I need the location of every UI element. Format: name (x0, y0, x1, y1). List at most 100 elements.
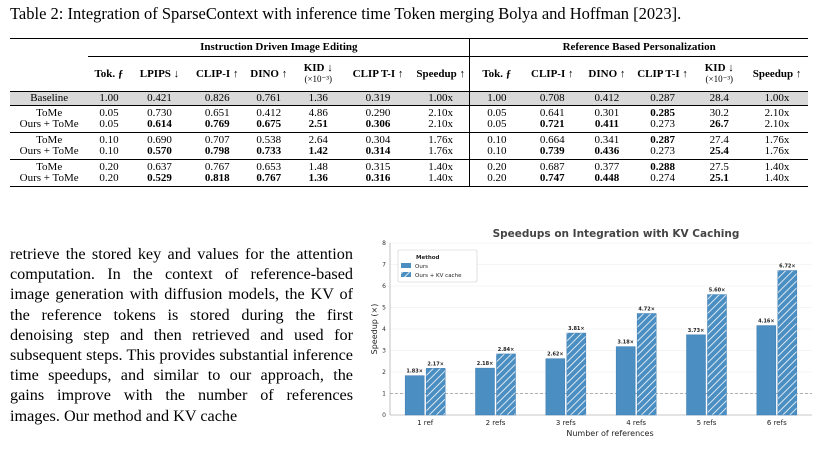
table-cell: 1.76x (428, 133, 454, 146)
results-table: Instruction Driven Image Editing Referen… (10, 38, 808, 187)
table-cell: 0.306 (365, 118, 391, 131)
table-cell: 0.826 (189, 91, 246, 106)
speedup-bar-chart: Speedups on Integration with KV Caching … (370, 228, 812, 438)
table-cell: 27.4 (709, 133, 729, 146)
bar-ours (545, 358, 566, 416)
table-cell: 0.273 (650, 118, 675, 131)
table-cell: 26.7 (709, 118, 729, 131)
table-cell: 1.40x (764, 172, 790, 185)
table-cell: 1.00 (469, 91, 524, 106)
table-cell: 0.315 (365, 160, 391, 173)
table-cell: 1.76x (764, 145, 790, 158)
legend-swatch-kv (401, 272, 411, 277)
table-cell: 0.10 (469, 146, 524, 160)
table-cell: 0.314 (365, 145, 391, 158)
table-cell: 0.761 (245, 91, 293, 106)
x-tick-label: 6 refs (767, 419, 787, 427)
table-cell: 2.10x (428, 118, 454, 131)
row-label: ToMe (36, 133, 63, 146)
bar-ours-kv-cache (777, 270, 798, 416)
col-header: CLIP-I ↑ (531, 67, 574, 80)
table-cell: 0.05 (469, 119, 524, 133)
x-tick-label: 3 refs (556, 419, 576, 427)
table-cell: 1.76x (764, 133, 790, 146)
table-cell: 1.00x (412, 91, 470, 106)
table-cell: 1.40x (428, 172, 454, 185)
col-header: LPIPS ↓ (139, 67, 180, 80)
table-cell: 0.767 (204, 160, 230, 173)
y-tick-label: 0 (382, 412, 386, 419)
x-tick-label: 1 ref (417, 419, 434, 427)
table-cell: 0.767 (256, 172, 282, 185)
bar-value-label: 5.60× (709, 288, 726, 294)
table-cell: 1.42 (308, 145, 328, 158)
row-label: Baseline (10, 91, 89, 106)
table-cell: 0.285 (650, 106, 675, 119)
table-cell: 25.4 (709, 145, 729, 158)
col-header: Tok. ƒ (94, 67, 124, 80)
bar-value-label: 2.84× (498, 347, 515, 353)
table-cell: 1.00x (746, 91, 808, 106)
body-paragraph-text: retrieve the stored key and values for t… (10, 245, 353, 425)
body-paragraph: retrieve the stored key and values for t… (10, 244, 353, 426)
table-cell: 0.733 (256, 145, 282, 158)
table-cell: 0.614 (147, 118, 172, 131)
col-header: DINO ↑ (588, 67, 626, 80)
table-row: Ours + ToMe 0.10 0.570 0.798 0.733 1.42 0.314 1… (10, 146, 808, 160)
table-cell: 2.10x (764, 106, 790, 119)
row-label: ToMe (36, 106, 63, 119)
table-cell: 0.436 (594, 145, 620, 158)
bar-ours-kv-cache (425, 368, 446, 416)
row-label: ToMe (36, 160, 63, 173)
col-header: CLIP T-I ↑ (352, 67, 404, 80)
bar-ours (686, 334, 706, 416)
bar-value-label: 2.17× (427, 361, 444, 367)
bar-ours-kv-cache (636, 313, 657, 416)
col-header: Speedup ↑ (416, 67, 465, 80)
table-cell: 1.40x (428, 160, 454, 173)
table-cell: 2.10x (428, 106, 454, 119)
kid-label: KID ↓ (704, 62, 734, 74)
table-cell: 0.10 (99, 145, 119, 158)
table-cell: 2.10x (764, 118, 790, 131)
header-row: Tok. ƒ LPIPS ↓ CLIP-I ↑ DINO ↑ KID ↓ (×10… (10, 56, 808, 92)
x-tick-label: 4 refs (626, 419, 646, 427)
x-tick-label: 2 refs (486, 419, 506, 427)
bar-ours (475, 367, 495, 416)
table-cell: 0.747 (539, 172, 565, 185)
col-header: CLIP-I ↑ (195, 67, 239, 80)
bar-value-label: 6.72× (779, 264, 796, 270)
row-label: Ours + ToMe (19, 172, 79, 185)
table-cell: 0.287 (650, 133, 675, 146)
table-cell: 30.2 (709, 106, 729, 119)
bar-ours-kv-cache (496, 353, 516, 416)
table-row: ToMe 0.05 0.730 0.651 0.412 4.86 0.290 2.10x 0.0… (10, 105, 808, 119)
col-header: Tok. ƒ (469, 56, 524, 92)
row-label: Ours + ToMe (19, 145, 79, 158)
table-cell: 0.687 (539, 160, 565, 173)
table-cell: 0.721 (539, 118, 565, 131)
table-row: Ours + ToMe 0.05 0.614 0.769 0.675 2.51 0.306 2… (10, 119, 808, 133)
table-caption: Table 2: Integration of SparseContext wi… (10, 4, 682, 23)
table-cell: 0.690 (147, 133, 172, 146)
col-header: Speedup ↑ (752, 67, 802, 80)
table-cell: 1.00 (88, 91, 130, 106)
legend-title: Method (416, 255, 440, 261)
bar-value-label: 3.73× (688, 328, 705, 334)
table-cell: 0.05 (469, 105, 524, 119)
table-cell: 0.708 (523, 91, 582, 106)
col-header: KID ↓ (×10⁻³) (292, 57, 344, 92)
table-cell: 0.675 (256, 118, 282, 131)
group-reference-personalization: Reference Based Personalization (469, 39, 808, 57)
bar-value-label: 1.83× (406, 369, 423, 375)
table-cell: 25.1 (709, 172, 729, 185)
table-cell: 0.05 (99, 106, 119, 119)
y-axis-label: Speedup (×) (370, 304, 379, 355)
bar-ours (615, 346, 636, 416)
bar-value-label: 3.18× (617, 340, 634, 346)
chart-legend: Method Ours Ours + KV cache (397, 249, 478, 283)
table-cell: 0.798 (204, 145, 230, 158)
table-cell: 1.48 (308, 160, 328, 173)
table-cell: 0.20 (469, 159, 524, 173)
table-cell: 0.10 (99, 133, 119, 146)
